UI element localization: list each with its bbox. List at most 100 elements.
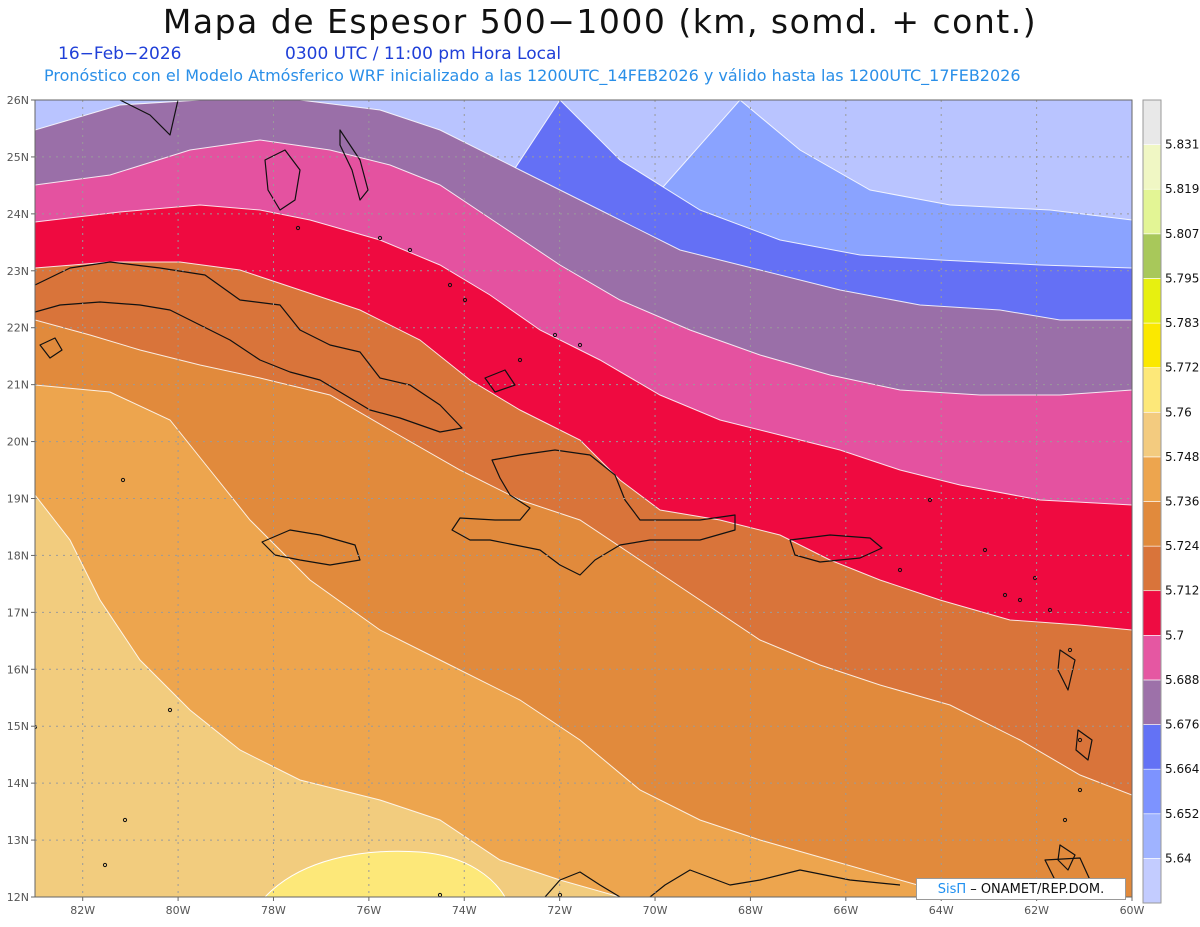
colorbar-swatch (1142, 99, 1162, 145)
island-speck (897, 567, 903, 573)
colorbar-swatch (1142, 144, 1162, 190)
island-speck (1047, 607, 1053, 613)
colorbar-label: 5.664 (1165, 762, 1199, 776)
colorbar-swatch (1142, 188, 1162, 235)
contour-fill-layer (35, 100, 1132, 897)
lat-tick-label: 26N (7, 94, 29, 107)
colorbar-swatch (1142, 813, 1162, 859)
colorbar-label: 5.688 (1165, 673, 1199, 687)
island-speck (122, 817, 128, 823)
lon-tick-label: 68W (738, 904, 763, 917)
coastline-bahamas-eleuthera (339, 129, 369, 201)
colorbar-swatch (1142, 768, 1162, 815)
island-speck (102, 862, 108, 868)
colorbar-swatch (1142, 456, 1162, 502)
sispi-logo-text: SisΠ (937, 881, 967, 897)
island-speck (1067, 647, 1073, 653)
lat-tick-label: 13N (7, 834, 29, 847)
lon-tick-label: 82W (70, 904, 95, 917)
coastline-cuba (35, 261, 463, 433)
lat-tick-label: 14N (7, 777, 29, 790)
coastline-hispaniola (451, 449, 736, 576)
island-speck (517, 357, 523, 363)
island-speck (1077, 737, 1083, 743)
colorbar-label: 5.652 (1165, 807, 1199, 821)
lon-tick-label: 66W (833, 904, 858, 917)
colorbar-label: 5.783 (1165, 316, 1199, 330)
lon-tick-label: 70W (643, 904, 668, 917)
lon-tick-label: 80W (166, 904, 191, 917)
lat-tick-label: 23N (7, 265, 29, 278)
colorbar-label: 5.724 (1165, 539, 1199, 553)
colorbar-swatch (1142, 411, 1162, 458)
island-speck (1062, 817, 1068, 823)
colorbar-swatch (1142, 545, 1162, 592)
colorbar-label: 5.772 (1165, 361, 1199, 375)
coastline-bahamas-andros (264, 149, 301, 211)
lat-tick-label: 19N (7, 493, 29, 506)
lon-tick-label: 78W (261, 904, 286, 917)
coastline-isla-juventud (39, 337, 63, 359)
map-title: Mapa de Espesor 500−1000 (km, somd. + co… (162, 2, 1038, 41)
coastline-turks-caicos (484, 369, 516, 393)
contour-band-9 (35, 494, 621, 897)
lon-tick-label: 62W (1024, 904, 1049, 917)
lon-tick-label: 72W (547, 904, 572, 917)
island-speck (407, 247, 413, 253)
island-speck (1077, 787, 1083, 793)
lon-tick-label: 76W (356, 904, 381, 917)
island-speck (462, 297, 468, 303)
lon-tick-label: 60W (1120, 904, 1145, 917)
colorbar-label: 5.819 (1165, 182, 1199, 196)
island-speck (447, 282, 453, 288)
colorbar: 5.64 5.652 5.664 5.676 5.688 5.7 5.712 5.724 5.7… (1142, 99, 1199, 904)
colorbar-label: 5.795 (1165, 271, 1199, 285)
colorbar-frame (1142, 99, 1162, 904)
island-speck (927, 497, 933, 503)
colorbar-swatch (1142, 322, 1162, 368)
lat-tick-label: 24N (7, 208, 29, 221)
forecast-time: 0300 UTC / 11:00 pm Hora Local (285, 44, 562, 64)
coastline-puerto-rico (789, 534, 883, 563)
island-speck (1002, 592, 1008, 598)
coastline-florida (119, 100, 179, 136)
lat-tick-label: 25N (7, 151, 29, 164)
lat-tick-label: 17N (7, 606, 29, 619)
island-speck (552, 332, 558, 338)
island-speck (295, 225, 301, 231)
forecast-date: 16−Feb−2026 (58, 44, 182, 64)
colorbar-label: 5.7 (1165, 628, 1184, 642)
colorbar-label: 5.748 (1165, 450, 1199, 464)
axis-labels: 12N 13N 14N 15N 16N 17N 18N 19N 20N 21N 22N 23N 24N 2… (7, 94, 1145, 917)
lat-tick-label: 12N (7, 891, 29, 904)
coastline-small-antilles (1057, 649, 1093, 871)
forecast-subtitle: Pronóstico con el Modelo Atmósferico WRF… (44, 66, 1021, 85)
lon-tick-label: 64W (929, 904, 954, 917)
colorbar-label: 5.676 (1165, 718, 1199, 732)
colorbar-swatch (1142, 724, 1162, 770)
island-speck (377, 235, 383, 241)
colorbar-swatch (1142, 679, 1162, 725)
colorbar-label: 5.64 (1165, 851, 1192, 865)
coastline-jamaica (261, 529, 361, 566)
colorbar-swatch (1142, 278, 1162, 324)
contour-band-5.76 (264, 850, 506, 897)
colorbar-label: 5.712 (1165, 584, 1199, 598)
island-speck (120, 477, 126, 483)
credit-box: SisΠ – ONAMET/REP.DOM. (916, 878, 1126, 900)
lat-tick-label: 20N (7, 436, 29, 449)
lat-tick-label: 16N (7, 663, 29, 676)
colorbar-label: 5.831 (1165, 138, 1199, 152)
lat-tick-label: 21N (7, 379, 29, 392)
colorbar-swatch (1142, 635, 1162, 681)
colorbar-swatch (1142, 233, 1162, 279)
island-speck (1017, 597, 1023, 603)
colorbar-label: 5.736 (1165, 495, 1199, 509)
colorbar-label: 5.807 (1165, 227, 1199, 241)
colorbar-swatch (1142, 858, 1162, 904)
lat-tick-label: 15N (7, 720, 29, 733)
lat-tick-label: 18N (7, 549, 29, 562)
lon-tick-label: 74W (452, 904, 477, 917)
grid-lines (35, 100, 1132, 897)
